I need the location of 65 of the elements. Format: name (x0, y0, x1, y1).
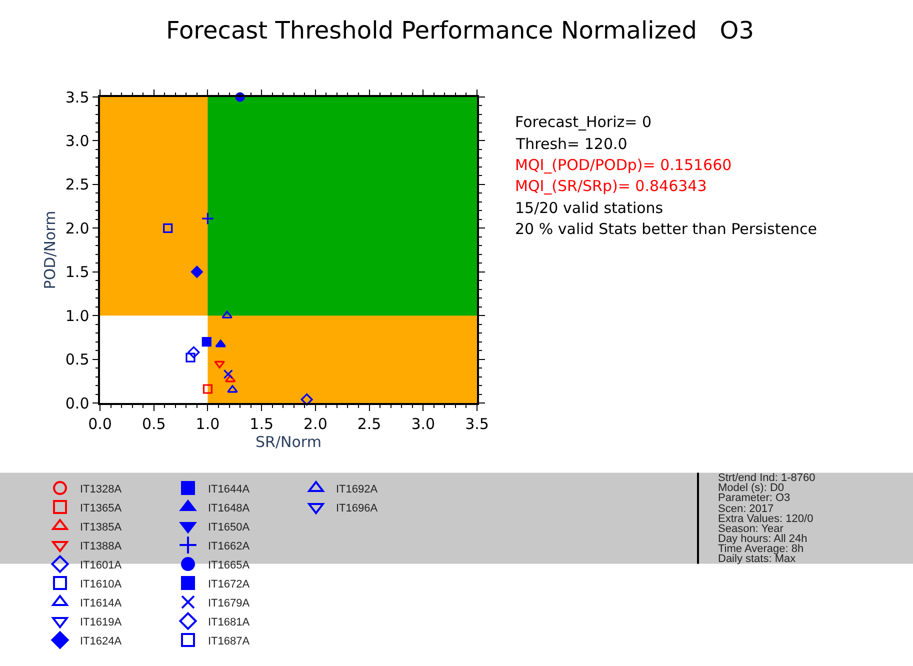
text: MQI_(POD/PODp)= 0.151660 (515, 156, 732, 174)
legend-label: IT1388A (80, 540, 122, 552)
text: Season: Year (718, 523, 784, 535)
point (188, 346, 200, 358)
point (223, 369, 233, 379)
point (201, 212, 214, 225)
y-tick-label: 2.5 (65, 176, 90, 194)
legend-label: IT1648A (208, 502, 250, 514)
y-axis-title: POD/Norm (41, 210, 60, 290)
legend-label: IT1665A (208, 559, 250, 572)
x-tick-label: 2.0 (304, 414, 328, 433)
y-tick-label: 0.5 (65, 350, 90, 369)
text: Time Average: 8h (718, 543, 804, 555)
legend-label: IT1662A (208, 540, 250, 552)
legend-label: IT1644A (208, 483, 250, 496)
point (202, 384, 213, 394)
y-tick-label: 3.0 (65, 132, 90, 150)
x-tick-label: 0.0 (88, 414, 112, 433)
legend-label: IT1614A (80, 597, 122, 610)
text: Extra Values: 120/0 (718, 513, 814, 525)
text: 20 % valid Stats better than Persistence (515, 220, 817, 238)
x-tick-label: 3.0 (411, 414, 436, 433)
point (300, 394, 313, 406)
text: Scen: 2017 (718, 503, 774, 515)
x-axis-title: SR/Norm (256, 432, 322, 451)
legend-label: IT1610A (80, 578, 122, 590)
legend-label: IT1650A (208, 521, 250, 534)
text: Strt/end Ind: 1-8760 (718, 472, 816, 484)
x-tick-label: 3.5 (465, 414, 489, 433)
point (190, 266, 203, 278)
legend-label: IT1365A (80, 502, 122, 514)
point (227, 385, 238, 393)
text: Daily stats: Max (718, 553, 796, 565)
legend-label: IT1696A (336, 502, 378, 514)
y-tick-label: 1.5 (65, 263, 90, 282)
legend-label: IT1679A (208, 597, 250, 610)
legend-label: IT1385A (80, 521, 122, 534)
x-tick-label: 0.5 (142, 414, 166, 433)
legend-label: IT1692A (336, 483, 378, 496)
legend-label: IT1687A (208, 635, 250, 648)
text: Thresh= 120.0 (515, 135, 628, 153)
y-tick-label: 1.0 (65, 306, 90, 325)
chart-title: Forecast Threshold Performance Normalized O3 (166, 16, 754, 44)
legend-label: IT1681A (208, 616, 250, 628)
y-tick-label: 0.0 (65, 394, 90, 412)
y-tick-label: 2.0 (65, 219, 90, 238)
point (186, 352, 196, 362)
point (163, 223, 173, 233)
text: Forecast_Horiz= 0 (515, 113, 652, 131)
text: Model (s): D0 (718, 482, 784, 494)
legend-label: IT1328A (80, 483, 122, 496)
x-tick-label: 2.5 (357, 414, 382, 433)
text: Day hours: All 24h (718, 533, 808, 545)
text: Parameter: O3 (718, 492, 790, 504)
x-tick-label: 1.0 (196, 414, 220, 433)
legend-label: IT1619A (80, 616, 122, 628)
legend-label: IT1624A (80, 635, 122, 648)
x-tick-label: 1.5 (250, 414, 274, 433)
y-tick-label: 3.5 (65, 88, 90, 106)
text: MQI_(SR/SRp)= 0.846343 (515, 177, 707, 195)
point (202, 337, 212, 347)
legend-label: IT1672A (208, 578, 250, 590)
legend-label: IT1601A (80, 559, 122, 572)
point (214, 360, 225, 368)
text: 15/20 valid stations (515, 199, 664, 217)
